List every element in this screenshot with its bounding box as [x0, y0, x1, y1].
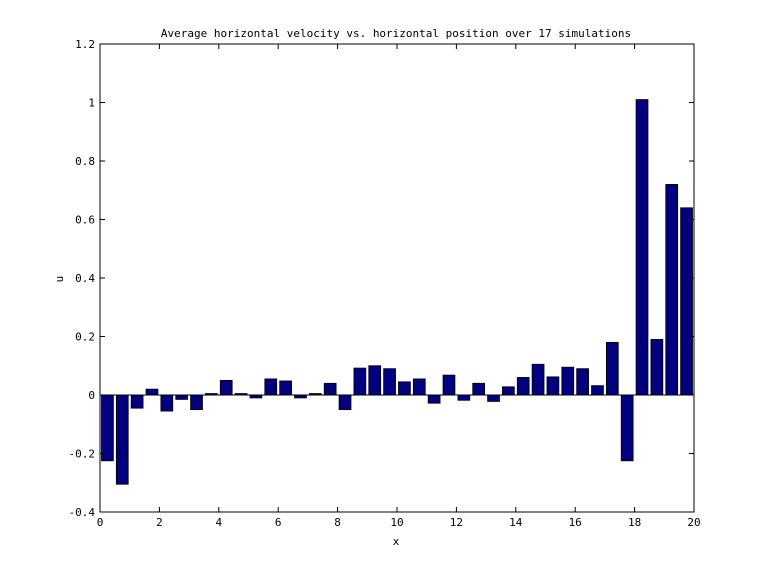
chart-title: Average horizontal velocity vs. horizont…: [161, 27, 631, 40]
bar: [264, 378, 278, 396]
bar: [190, 394, 203, 411]
bar: [353, 367, 367, 396]
bar: [383, 368, 396, 396]
x-ticks: 0 2 4 6 8 10 12 14 16 18 20: [97, 44, 701, 529]
bar: [323, 382, 337, 396]
bar: [546, 376, 560, 396]
bar: [412, 378, 426, 396]
bar: [472, 382, 486, 396]
y-tick-label: 0.8: [75, 155, 95, 168]
y-tick-label: -0.4: [69, 506, 96, 519]
y-tick-label: -0.2: [69, 448, 96, 461]
axes-box: [99, 43, 695, 513]
y-axis-label: u: [53, 276, 66, 283]
bar: [427, 394, 441, 404]
bar: [620, 394, 634, 462]
bar: [561, 366, 575, 396]
bar: [605, 341, 619, 396]
bar: [516, 377, 530, 396]
x-tick-label: 0: [97, 516, 104, 529]
bar: [576, 368, 589, 396]
x-tick-label: 2: [156, 516, 163, 529]
bar: [160, 394, 174, 412]
x-tick-label: 4: [215, 516, 222, 529]
bar: [175, 394, 189, 400]
bar: [368, 365, 382, 396]
bar: [487, 394, 500, 402]
x-tick-label: 18: [628, 516, 641, 529]
bar: [680, 207, 693, 396]
bar: [145, 388, 159, 396]
y-tick-label: 0.4: [75, 272, 95, 285]
bars: [101, 99, 693, 485]
bar: [591, 385, 604, 396]
x-tick-label: 8: [334, 516, 341, 529]
x-tick-label: 12: [450, 516, 463, 529]
y-tick-label: 1: [88, 97, 95, 110]
bar: [115, 394, 129, 485]
bar: [442, 374, 456, 396]
bar: [502, 386, 515, 396]
x-tick-label: 10: [390, 516, 403, 529]
x-axis-label: x: [393, 535, 400, 548]
y-tick-label: 0.2: [75, 331, 95, 344]
y-tick-label: 1.2: [75, 38, 95, 51]
bar: [457, 394, 471, 401]
bar: [635, 99, 649, 396]
bar: [279, 380, 292, 396]
x-tick-label: 16: [569, 516, 582, 529]
bar: [398, 381, 411, 396]
y-ticks: -0.4 -0.2 0 0.2 0.4 0.6 0.8 1 1.2: [69, 38, 694, 519]
bar: [130, 394, 144, 409]
bar: [650, 339, 664, 396]
x-tick-label: 14: [509, 516, 523, 529]
y-tick-label: 0: [88, 389, 95, 402]
x-tick-label: 6: [275, 516, 282, 529]
bar: [665, 183, 679, 396]
bar: [101, 394, 114, 462]
bar: [219, 379, 233, 396]
x-tick-label: 20: [687, 516, 700, 529]
y-tick-label: 0.6: [75, 214, 95, 227]
bar: [338, 394, 352, 411]
bar: [531, 363, 545, 396]
